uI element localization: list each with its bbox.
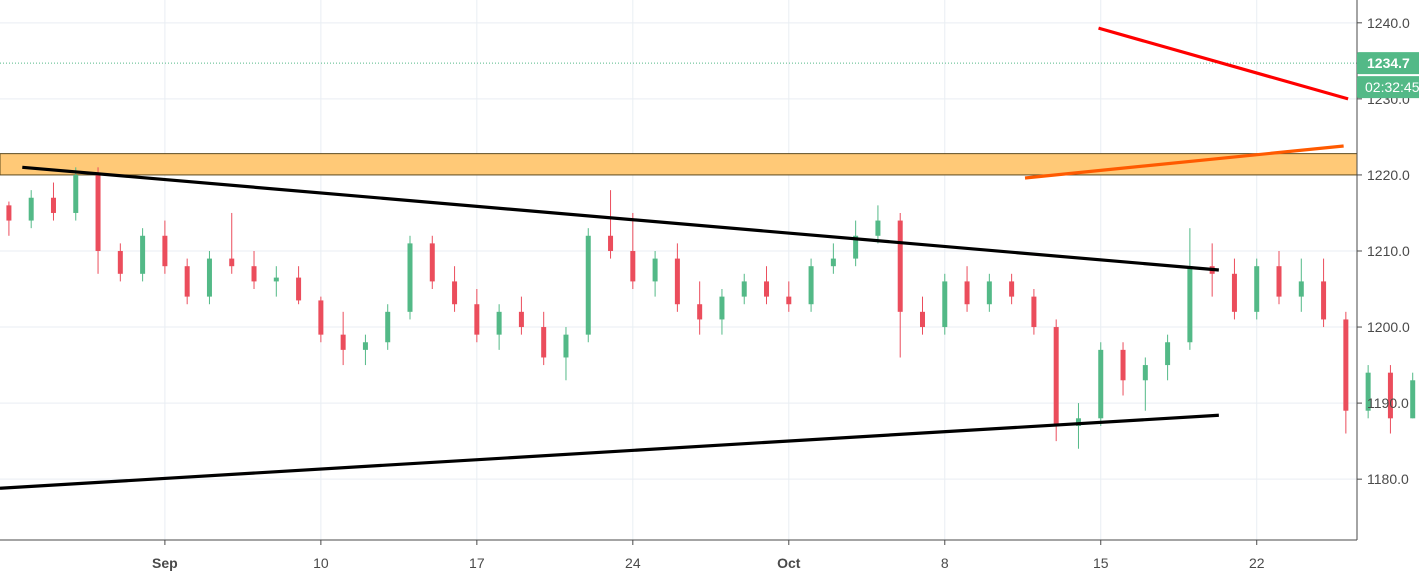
candle-body-down xyxy=(1120,349,1126,381)
x-tick-label: 22 xyxy=(1249,555,1265,571)
candle-body-up xyxy=(1254,266,1260,312)
trendline-black xyxy=(0,413,1219,490)
candle-body-up xyxy=(407,243,413,312)
candle-body-up xyxy=(1298,281,1304,297)
candle-body-up xyxy=(1098,349,1104,419)
candle-body-up xyxy=(986,281,992,305)
y-tick-label: 1240.0 xyxy=(1367,15,1410,31)
candle-body-down xyxy=(518,311,524,328)
x-tick-label: Oct xyxy=(777,555,801,571)
x-tick-label: 24 xyxy=(625,555,641,571)
candle-body-down xyxy=(1231,273,1237,312)
x-tick-label: Sep xyxy=(152,555,178,571)
candle-body-down xyxy=(541,327,547,358)
candle-body-up xyxy=(1165,342,1171,366)
candle-body-up xyxy=(206,258,212,297)
candle-body-down xyxy=(1276,266,1282,297)
candle-body-up xyxy=(830,258,836,267)
candle-body-down xyxy=(674,258,680,305)
candle-body-up xyxy=(1187,266,1193,343)
trendline-red xyxy=(1098,26,1349,101)
candle-body-down xyxy=(184,266,190,297)
x-tick-label: 10 xyxy=(313,555,329,571)
candle-body-down xyxy=(897,220,903,312)
candle-body-up xyxy=(875,220,881,236)
candle-body-up xyxy=(1365,372,1371,411)
candle-body-down xyxy=(1343,319,1349,411)
candle-body-down xyxy=(786,296,792,305)
candle-body-up xyxy=(1410,380,1416,419)
candle-body-up xyxy=(741,281,747,297)
candle-body-down xyxy=(608,235,614,251)
candle-body-up xyxy=(496,311,502,335)
candles xyxy=(6,167,1416,449)
candle-body-up xyxy=(942,281,948,328)
candle-body-up xyxy=(28,197,34,221)
candle-body-up xyxy=(808,266,814,305)
candle-body-down xyxy=(117,250,123,274)
candle-body-up xyxy=(1142,365,1148,381)
candle-body-up xyxy=(585,235,591,335)
y-tick-label: 1190.0 xyxy=(1367,395,1409,411)
trendline-orange xyxy=(1024,144,1344,180)
candle-body-up xyxy=(273,277,279,282)
current-price-tag xyxy=(1357,52,1419,75)
candle-body-down xyxy=(50,197,56,213)
candle-body-down xyxy=(296,277,302,301)
x-tick-label: 17 xyxy=(469,555,485,571)
candle-body-down xyxy=(1321,281,1327,320)
candle-body-up xyxy=(563,334,569,358)
current-price-label: 1234.7 xyxy=(1367,55,1410,71)
trendlines xyxy=(0,26,1349,490)
y-tick-label: 1200.0 xyxy=(1367,319,1410,335)
x-tick-label: 15 xyxy=(1093,555,1109,571)
candle-body-down xyxy=(318,300,324,335)
candle-body-down xyxy=(630,250,636,282)
candle-body-down xyxy=(162,235,168,267)
candle-body-down xyxy=(6,205,12,221)
trendline-black xyxy=(22,165,1219,272)
candle-body-up xyxy=(362,342,368,350)
countdown-tag xyxy=(1357,76,1419,99)
candle-body-down xyxy=(340,334,346,350)
candle-body-up xyxy=(140,235,146,274)
y-tick-label: 1220.0 xyxy=(1367,167,1410,183)
candle-body-down xyxy=(452,281,458,305)
price-tags: 1234.7 02:32:45 xyxy=(1357,52,1419,99)
candle-body-down xyxy=(697,304,703,320)
candle-body-up xyxy=(853,235,859,259)
countdown-label: 02:32:45 xyxy=(1365,79,1419,95)
candle-body-down xyxy=(919,311,925,328)
candle-body-down xyxy=(764,281,770,297)
candle-body-down xyxy=(1031,296,1037,328)
candle-body-up xyxy=(73,174,79,213)
candle-body-down xyxy=(95,174,101,251)
candle-body-up xyxy=(652,258,658,282)
candle-body-down xyxy=(1387,372,1393,419)
candle-body-down xyxy=(229,258,235,267)
candle-body-down xyxy=(1009,281,1015,297)
candle-body-down xyxy=(964,281,970,305)
candle-body-down xyxy=(1053,327,1059,426)
axes: 1180.01190.01200.01210.01220.01230.01240… xyxy=(0,0,1410,571)
y-tick-label: 1210.0 xyxy=(1367,243,1410,259)
candle-body-down xyxy=(474,304,480,335)
candle-body-down xyxy=(429,243,435,282)
candle-body-down xyxy=(251,266,257,282)
candle-body-up xyxy=(385,311,391,343)
y-tick-label: 1180.0 xyxy=(1367,471,1409,487)
x-tick-label: 8 xyxy=(941,555,949,571)
candle-body-up xyxy=(719,296,725,320)
